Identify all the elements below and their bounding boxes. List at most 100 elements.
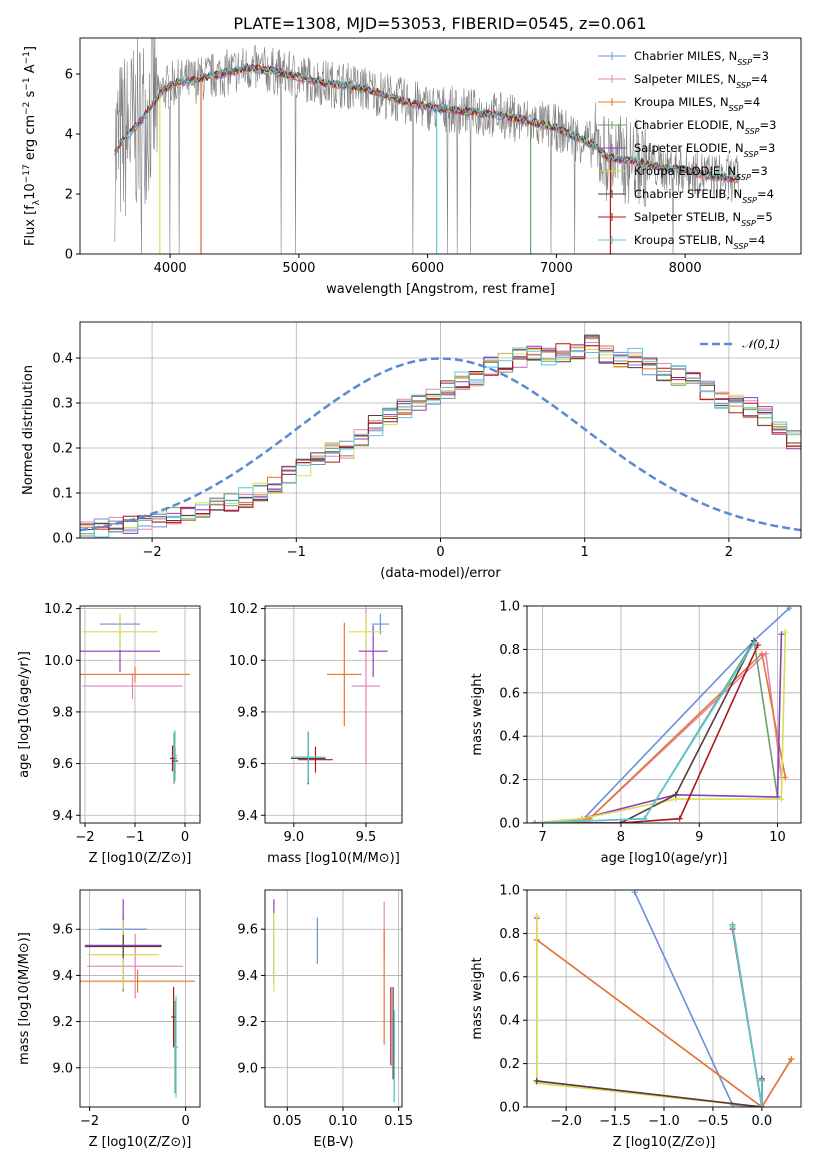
series-line bbox=[536, 918, 762, 1107]
x-tick-label: 8000 bbox=[669, 261, 702, 276]
x-tick-label: 7000 bbox=[540, 261, 573, 276]
series-marker bbox=[672, 791, 679, 798]
x-axis-label: (data-model)/error bbox=[380, 566, 501, 581]
y-tick-label: 9.6 bbox=[52, 757, 73, 772]
series-marker bbox=[782, 774, 789, 781]
x-tick-label: −2 bbox=[75, 830, 94, 845]
y-tick-label: 0.2 bbox=[52, 442, 73, 457]
y-tick-label: 0.4 bbox=[499, 1014, 520, 1029]
y-tick-label: 10.2 bbox=[44, 602, 73, 617]
y-tick-label: 9.2 bbox=[52, 1015, 73, 1030]
x-tick-label: 5000 bbox=[282, 261, 315, 276]
spectrum-frame bbox=[79, 37, 802, 255]
series-line bbox=[536, 939, 792, 1107]
x-axis-label: E(B-V) bbox=[313, 1135, 353, 1150]
y-tick-label: 1.0 bbox=[499, 884, 520, 899]
y-tick-label: 9.4 bbox=[52, 809, 73, 824]
gaussian-curve bbox=[80, 357, 801, 532]
series-line bbox=[536, 916, 762, 1107]
y-axis-label: age [log10(age/yr)] bbox=[17, 651, 32, 778]
y-tick-label: 0.0 bbox=[499, 1101, 520, 1116]
y-tick-label: 6 bbox=[65, 68, 73, 83]
x-tick-label: −1.0 bbox=[648, 1114, 680, 1129]
axes-residuals: −2 −1 0 1 2 0.0 0.1 0.2 0.3 0.4 bbox=[52, 322, 801, 560]
x-tick-label: 2 bbox=[725, 545, 733, 560]
y-tick-label: 0.2 bbox=[499, 1057, 520, 1072]
series-marker bbox=[676, 815, 683, 822]
legend-label: Salpeter ELODIE, NSSP=3 bbox=[634, 141, 775, 159]
y-tick-label: 9.6 bbox=[52, 923, 73, 938]
y-axis-label: mass weight bbox=[470, 673, 485, 755]
y-tick-label: 0.6 bbox=[499, 970, 520, 985]
y-tick-label: 0.3 bbox=[52, 397, 73, 412]
spectrum-lines bbox=[114, 38, 740, 254]
x-tick-label: −2.0 bbox=[550, 1114, 582, 1129]
legend-label: Salpeter MILES, NSSP=4 bbox=[634, 72, 768, 90]
x-axis-label: Z [log10(Z/Z⊙)] bbox=[89, 1135, 192, 1150]
x-tick-label: −1 bbox=[125, 830, 144, 845]
y-tick-label: 0 bbox=[65, 248, 73, 263]
y-axis-label: mass [log10(M/M⊙)] bbox=[17, 932, 32, 1065]
series-marker bbox=[758, 1104, 765, 1107]
y-tick-label: 4 bbox=[65, 128, 73, 143]
x-tick-label: 0 bbox=[181, 1114, 189, 1129]
x-tick-label: −2 bbox=[143, 545, 162, 560]
y-tick-label: 0.8 bbox=[499, 927, 520, 942]
y-axis-label: mass weight bbox=[470, 957, 485, 1039]
axes-age_vs_Z: −2 −1 0 9.4 9.6 9.8 10.0 10.2 bbox=[44, 602, 200, 845]
y-tick-label: 0.4 bbox=[499, 730, 520, 745]
errorbars-age_vs_mass bbox=[290, 608, 390, 785]
legend-label: Kroupa MILES, NSSP=4 bbox=[634, 95, 760, 113]
lines-massweight_vs_Z bbox=[533, 890, 795, 1107]
residual-frame bbox=[79, 321, 802, 539]
y-tick-label: 9.6 bbox=[237, 923, 258, 938]
x-tick-label: 0.05 bbox=[273, 1114, 302, 1129]
series-line bbox=[633, 891, 762, 1107]
x-tick-label: 0.10 bbox=[328, 1114, 357, 1129]
series-line bbox=[534, 644, 759, 823]
legend-label: Chabrier MILES, NSSP=3 bbox=[634, 49, 769, 67]
y-tick-label: 9.6 bbox=[237, 757, 258, 772]
series-marker bbox=[729, 923, 736, 930]
x-tick-label: 9.0 bbox=[283, 830, 304, 845]
series-marker bbox=[751, 639, 758, 646]
y-tick-label: 1.0 bbox=[499, 600, 520, 615]
y-axis-label: Normed distribution bbox=[21, 365, 36, 495]
x-tick-label: 1 bbox=[581, 545, 589, 560]
y-tick-label: 9.2 bbox=[237, 1015, 258, 1030]
x-tick-label: 0.0 bbox=[752, 1114, 773, 1129]
x-tick-label: 0 bbox=[181, 830, 189, 845]
series-marker bbox=[778, 631, 785, 638]
y-tick-label: 9.4 bbox=[237, 969, 258, 984]
y-axis-label: Flux [fλ10−17 erg cm−2 s−1 A−1] bbox=[22, 46, 42, 246]
x-tick-label: 0 bbox=[436, 545, 444, 560]
series-line bbox=[534, 640, 755, 823]
x-tick-label: 6000 bbox=[411, 261, 444, 276]
series-marker bbox=[533, 1077, 540, 1084]
y-tick-label: 2 bbox=[65, 188, 73, 203]
axes-mass_vs_Z: −2 0 9.0 9.2 9.4 9.6 bbox=[52, 890, 200, 1129]
x-axis-label: wavelength [Angstrom, rest frame] bbox=[326, 282, 555, 297]
x-tick-label: −1.5 bbox=[599, 1114, 631, 1129]
x-tick-label: −1 bbox=[287, 545, 306, 560]
legend-label: Chabrier STELIB, NSSP=4 bbox=[634, 187, 774, 205]
frame-mass_vs_Z bbox=[79, 889, 201, 1108]
series-marker bbox=[782, 629, 789, 636]
y-tick-label: 0.0 bbox=[52, 532, 73, 547]
y-tick-label: 9.0 bbox=[237, 1061, 258, 1076]
series-line bbox=[534, 634, 783, 823]
x-tick-label: 7 bbox=[539, 830, 547, 845]
axes-massweight_vs_Z: −2.0 −1.5 −1.0 −0.5 0.0 0.0 0.2 0.4 0.6 0.8 1.0 bbox=[499, 884, 801, 1129]
errorbars-mass_vs_EBV bbox=[273, 899, 395, 1103]
x-axis-label: Z [log10(Z/Z⊙)] bbox=[89, 851, 192, 866]
y-tick-label: 0.2 bbox=[499, 773, 520, 788]
series-marker bbox=[533, 913, 540, 920]
x-tick-label: −0.5 bbox=[697, 1114, 729, 1129]
y-tick-label: 0.4 bbox=[52, 352, 73, 367]
y-tick-label: 0.8 bbox=[499, 643, 520, 658]
axes-age_vs_mass: 9.0 9.5 9.4 9.6 9.8 10.0 10.2 bbox=[229, 602, 402, 845]
series-marker bbox=[788, 1056, 795, 1063]
series-marker bbox=[778, 796, 785, 803]
frame-age_vs_mass bbox=[264, 605, 403, 824]
x-axis-label: age [log10(age/yr)] bbox=[601, 851, 728, 866]
